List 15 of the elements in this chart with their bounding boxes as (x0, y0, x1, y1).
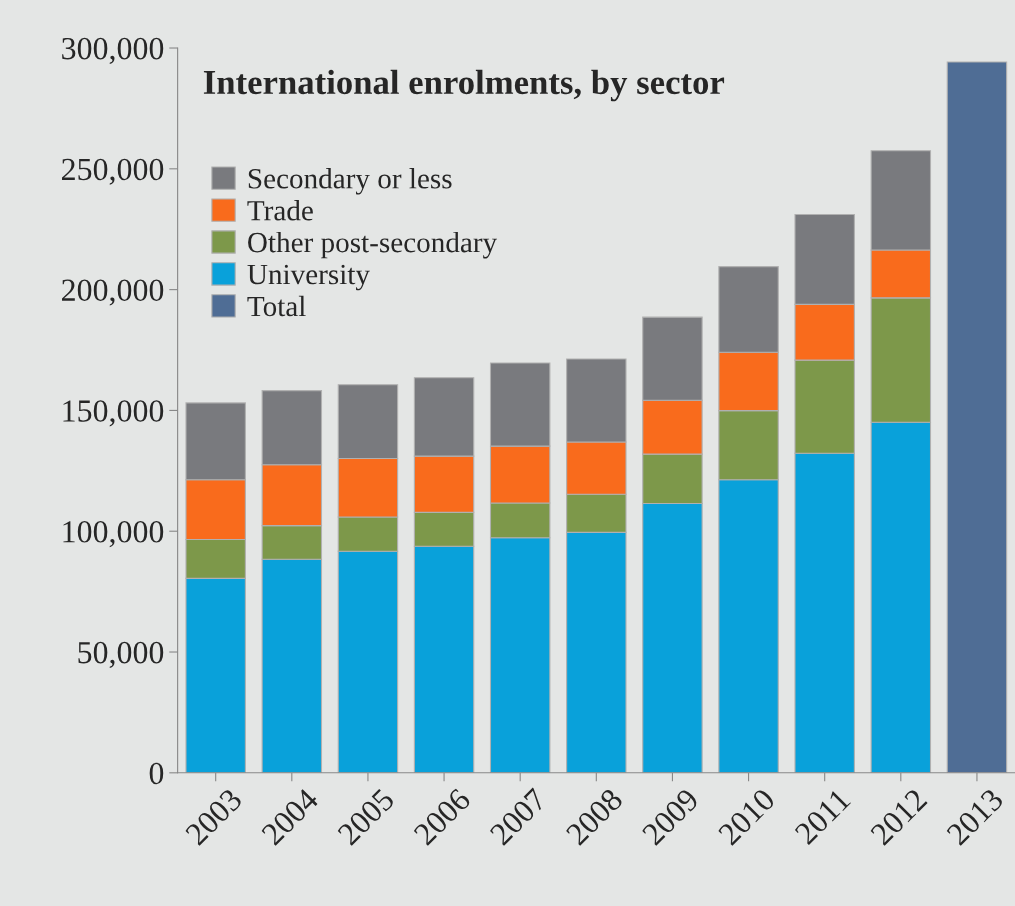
bar (946, 61, 1008, 773)
legend-label: Other post-secondary (248, 231, 498, 259)
x-tick-label: 2011 (793, 788, 852, 846)
y-tick-label: 150,000 (63, 400, 164, 427)
y-tick-label: 100,000 (63, 521, 164, 548)
legend-label: Secondary or less (248, 168, 452, 195)
legend-label: Total (247, 295, 306, 317)
y-tick-label: 0 (149, 762, 164, 785)
y-tick-label: 50,000 (78, 641, 164, 669)
y-tick-label: 250,000 (62, 158, 164, 185)
y-tick-label: 300,000 (62, 37, 164, 65)
text: International enrolments, by sector (203, 69, 725, 102)
legend-label: Trade (247, 200, 313, 221)
y-tick-label: 200,000 (62, 279, 164, 306)
legend-label: University (247, 264, 370, 291)
